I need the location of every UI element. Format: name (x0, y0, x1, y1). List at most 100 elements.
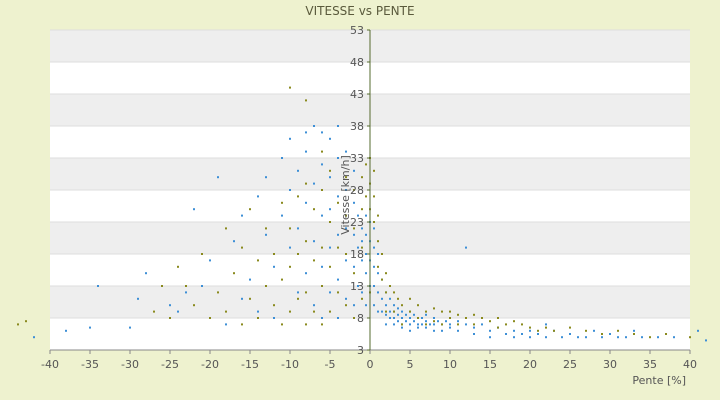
data-point (289, 86, 291, 89)
data-point (353, 265, 355, 268)
y-tick-label: 8 (357, 312, 364, 325)
data-point (161, 285, 163, 287)
data-point (393, 304, 395, 307)
data-point (377, 291, 379, 294)
data-point (413, 313, 415, 316)
data-point (305, 201, 307, 204)
data-point (337, 278, 339, 281)
data-point (353, 272, 355, 275)
data-point (381, 297, 383, 300)
data-point (337, 246, 339, 249)
data-point (321, 131, 323, 134)
data-point (201, 285, 203, 287)
data-point (329, 137, 331, 140)
data-point (389, 285, 391, 287)
data-point (65, 329, 67, 332)
y-tick-label: 23 (350, 216, 364, 229)
data-point (321, 323, 323, 326)
data-point (433, 323, 435, 326)
data-point (201, 253, 203, 255)
data-point (329, 169, 331, 172)
data-point (249, 208, 251, 211)
data-point (413, 320, 415, 323)
data-point (401, 326, 403, 329)
data-point (193, 304, 195, 307)
data-point (561, 336, 563, 339)
data-point (689, 336, 691, 339)
y-tick-label: 28 (350, 184, 364, 197)
data-point (225, 310, 227, 313)
data-point (305, 150, 307, 153)
data-point (601, 333, 603, 335)
data-point (217, 291, 219, 294)
data-point (385, 313, 387, 316)
data-point (209, 259, 211, 262)
data-point (593, 329, 595, 332)
data-point (305, 291, 307, 294)
data-point (273, 317, 275, 319)
data-point (305, 99, 307, 102)
x-tick-label: -25 (161, 358, 179, 371)
x-tick-label: -10 (281, 358, 299, 371)
data-point (313, 208, 315, 211)
data-point (513, 329, 515, 332)
data-point (329, 291, 331, 294)
data-point (137, 297, 139, 300)
data-point (401, 310, 403, 313)
data-point (705, 339, 707, 342)
data-point (273, 253, 275, 255)
data-point (465, 323, 467, 326)
data-point (381, 278, 383, 281)
data-point (569, 333, 571, 335)
data-point (337, 157, 339, 159)
data-point (313, 304, 315, 307)
data-point (241, 214, 243, 217)
data-point (633, 329, 635, 332)
data-point (321, 214, 323, 217)
data-point (289, 265, 291, 268)
data-point (397, 307, 399, 310)
data-point (329, 265, 331, 268)
data-point (357, 246, 359, 249)
x-tick-label: 35 (643, 358, 657, 371)
data-point (345, 304, 347, 307)
data-point (297, 253, 299, 255)
data-point (365, 163, 367, 166)
data-point (357, 285, 359, 287)
data-point (357, 214, 359, 217)
data-point (457, 329, 459, 332)
data-point (537, 329, 539, 332)
data-point (389, 317, 391, 319)
data-point (513, 320, 515, 323)
data-point (377, 240, 379, 243)
y-tick-label: 38 (350, 120, 364, 133)
data-point (241, 323, 243, 326)
data-point (409, 317, 411, 319)
data-point (425, 310, 427, 313)
data-point (361, 259, 363, 262)
data-point (289, 189, 291, 191)
data-point (353, 227, 355, 230)
x-tick-label: -35 (81, 358, 99, 371)
data-point (345, 227, 347, 230)
data-point (521, 333, 523, 335)
data-point (569, 326, 571, 329)
data-point (529, 336, 531, 339)
data-point (337, 317, 339, 319)
data-point (321, 317, 323, 319)
data-point (313, 240, 315, 243)
data-point (321, 163, 323, 166)
data-point (489, 336, 491, 339)
data-point (401, 317, 403, 319)
data-point (441, 329, 443, 332)
data-point (585, 336, 587, 339)
data-point (421, 317, 423, 319)
data-point (417, 317, 419, 319)
data-point (425, 313, 427, 316)
y-tick-label: 13 (350, 280, 364, 293)
data-point (129, 326, 131, 329)
data-point (393, 323, 395, 326)
data-point (289, 246, 291, 249)
data-point (361, 227, 363, 230)
